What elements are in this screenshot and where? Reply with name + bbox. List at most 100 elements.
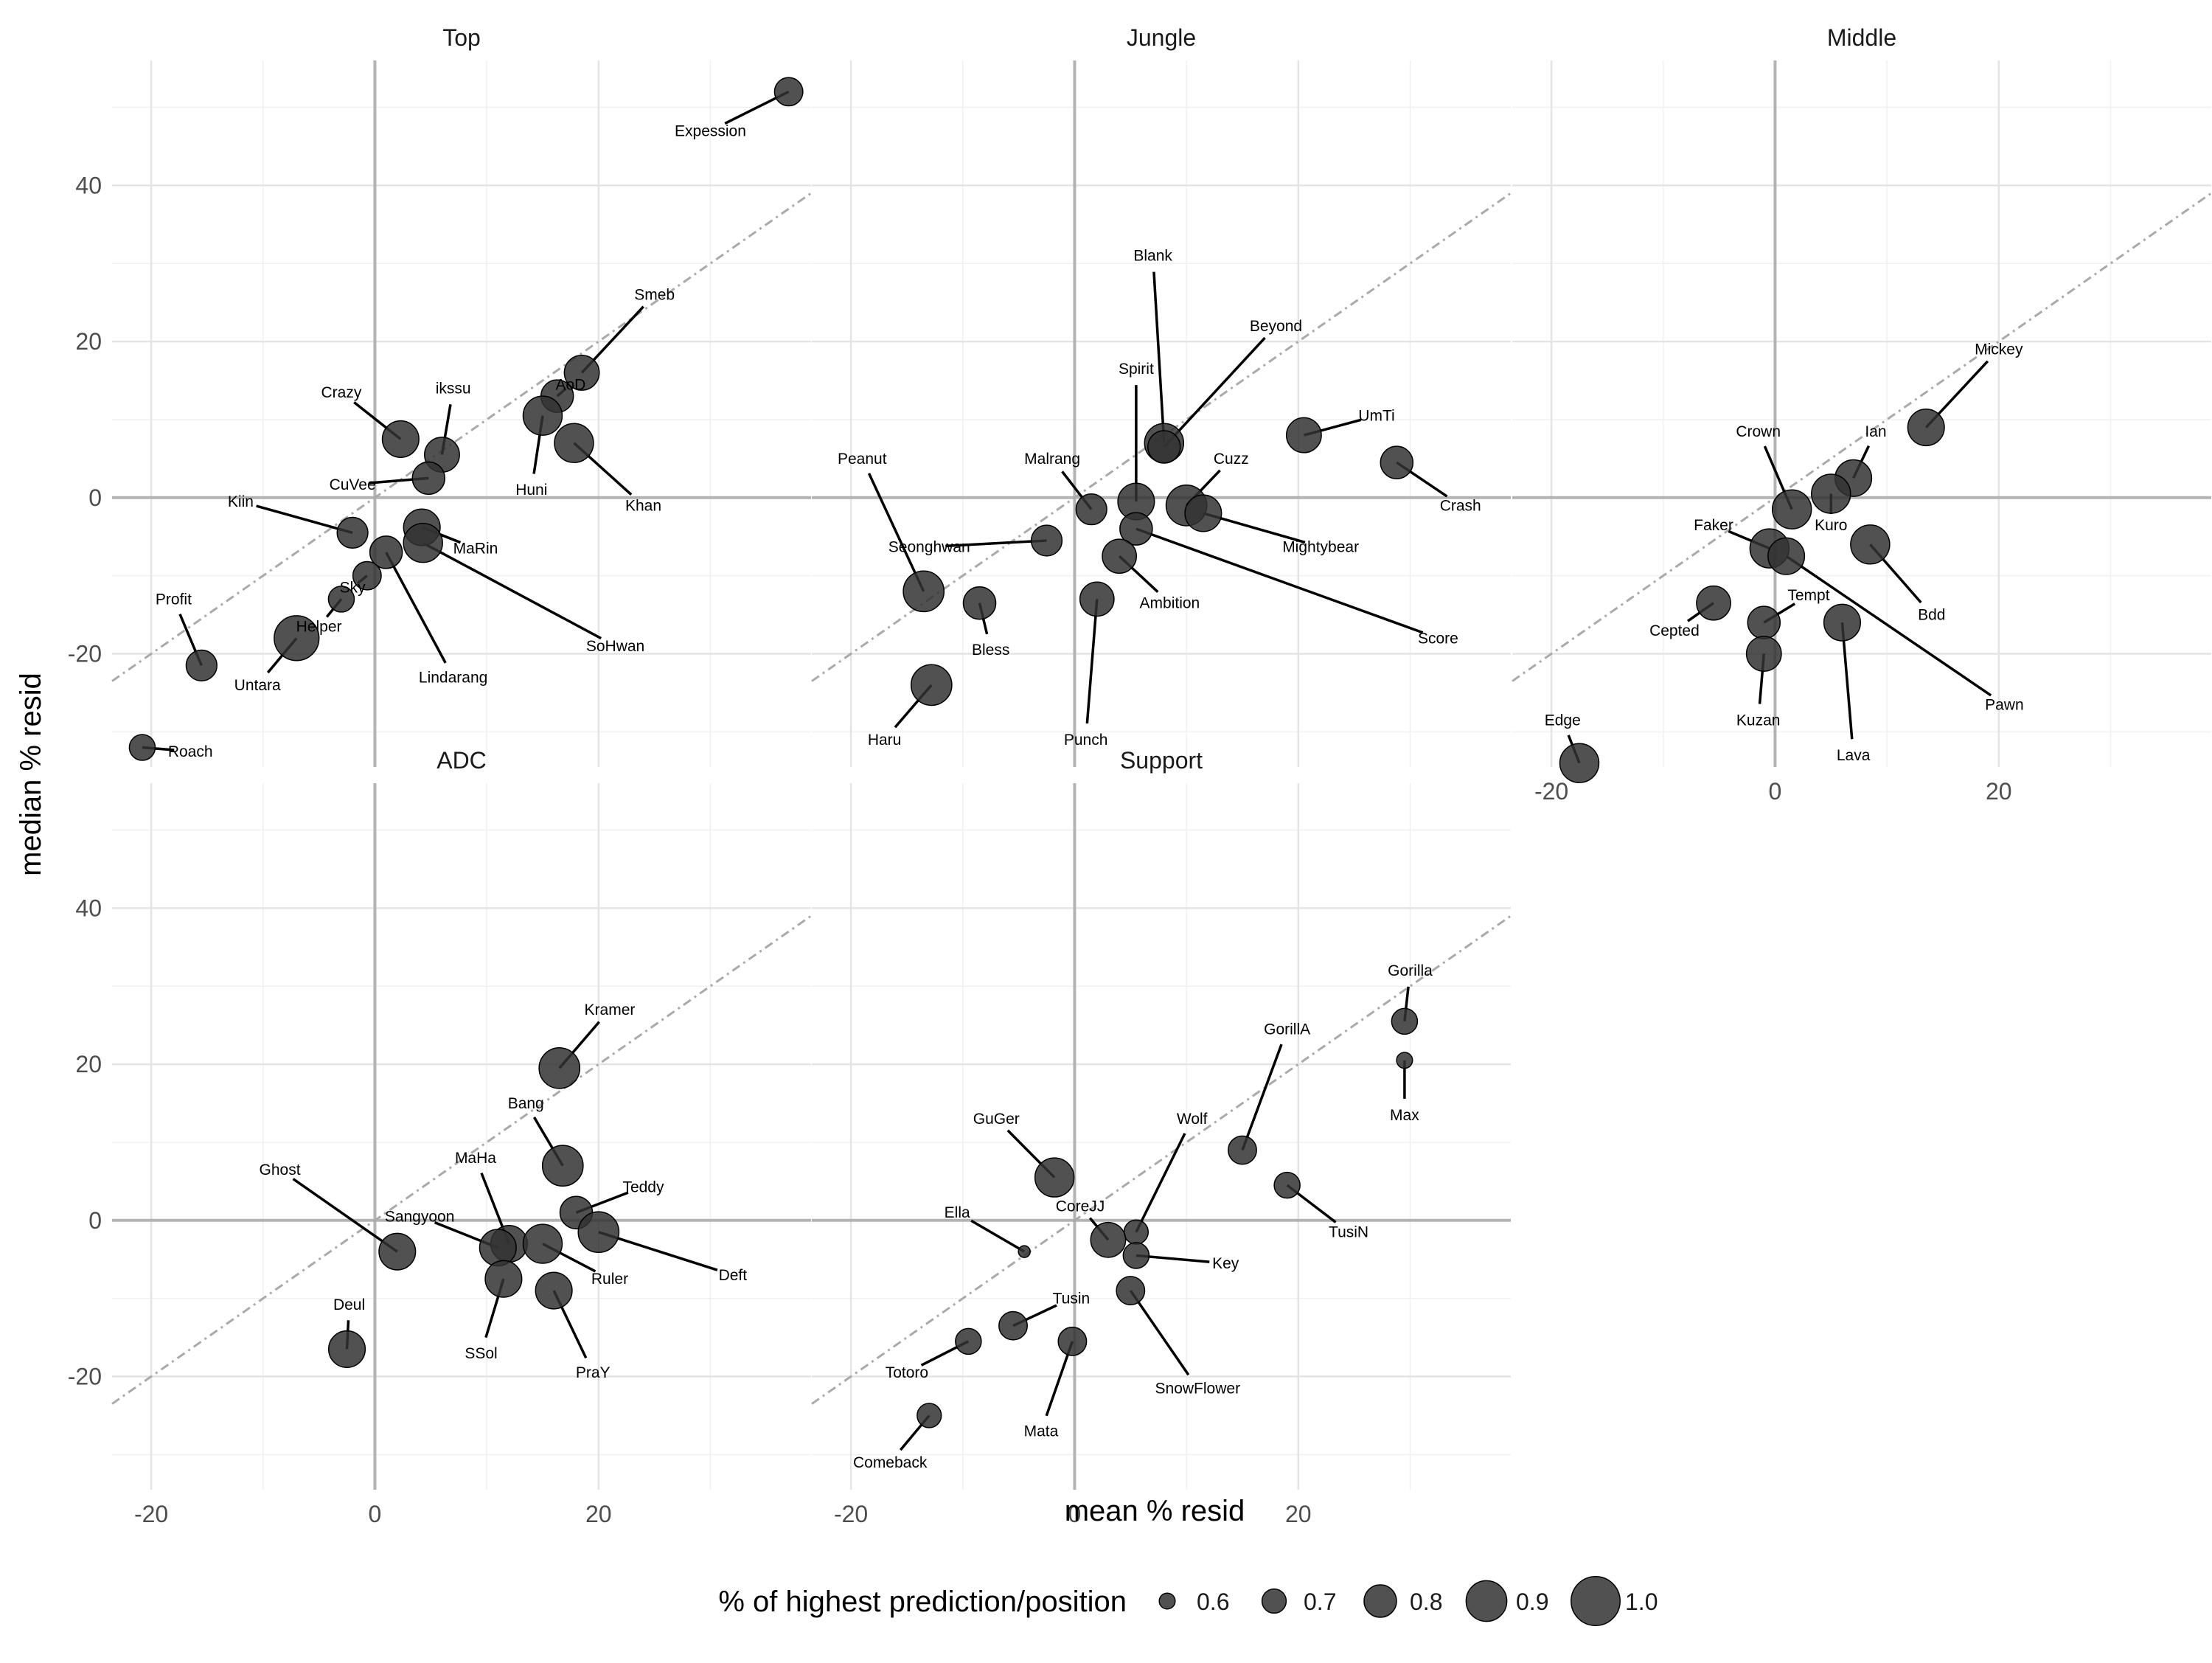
data-point-umti bbox=[1285, 417, 1322, 454]
point-label-tusin: Tusin bbox=[1053, 1291, 1091, 1308]
point-label-blank: Blank bbox=[1133, 248, 1172, 265]
label-leader-line bbox=[256, 504, 353, 535]
point-label-ambition: Ambition bbox=[1140, 595, 1200, 612]
point-label-maha: MaHa bbox=[455, 1150, 496, 1167]
point-label-sangyoon: Sangyoon bbox=[385, 1209, 455, 1226]
point-label-haru: Haru bbox=[868, 732, 902, 749]
facet-title-middle: Middle bbox=[1827, 24, 1896, 51]
data-point-deul bbox=[327, 1330, 366, 1369]
label-leader-line bbox=[1241, 1044, 1283, 1151]
identity-reference-line bbox=[111, 192, 812, 682]
point-label-cuvee: CuVee bbox=[330, 476, 376, 493]
point-label-mickey: Mickey bbox=[1975, 341, 2023, 358]
point-label-crown: Crown bbox=[1736, 423, 1781, 440]
point-label-bdd: Bdd bbox=[1918, 607, 1945, 624]
legend-key-0.6 bbox=[1158, 1592, 1176, 1610]
point-label-sky: Sky bbox=[340, 580, 366, 597]
point-label-totoro: Totoro bbox=[886, 1364, 928, 1381]
point-label-expession: Expession bbox=[675, 122, 746, 139]
legend-label-0.9: 0.9 bbox=[1516, 1589, 1548, 1615]
point-label-key: Key bbox=[1212, 1255, 1239, 1272]
point-label-beyond: Beyond bbox=[1250, 318, 1302, 335]
data-point-punch bbox=[1079, 581, 1115, 617]
x-tick-label: 20 bbox=[585, 1501, 612, 1527]
point-label-ssol: SSol bbox=[465, 1345, 497, 1362]
point-label-bless: Bless bbox=[972, 642, 1009, 659]
data-point-snowflower bbox=[1116, 1276, 1146, 1306]
legend-label-0.8: 0.8 bbox=[1410, 1589, 1442, 1615]
data-point-bdd bbox=[1850, 524, 1891, 565]
data-point-helper bbox=[327, 586, 355, 613]
legend-label-0.6: 0.6 bbox=[1197, 1589, 1229, 1615]
data-point-pray bbox=[535, 1271, 573, 1310]
point-label-spirit: Spirit bbox=[1119, 361, 1154, 378]
data-point-deft bbox=[577, 1211, 620, 1254]
point-label-untara: Untara bbox=[234, 677, 281, 694]
data-point-mata bbox=[1057, 1326, 1088, 1356]
point-label-kuro: Kuro bbox=[1815, 517, 1847, 534]
label-leader-line bbox=[385, 552, 447, 664]
point-label-crash: Crash bbox=[1440, 497, 1481, 514]
point-label-comeback: Comeback bbox=[853, 1454, 928, 1471]
point-label-huni: Huni bbox=[515, 482, 547, 499]
label-leader-line bbox=[292, 1178, 398, 1253]
point-label-tusin: TusiN bbox=[1329, 1224, 1368, 1241]
label-leader-line bbox=[867, 473, 925, 592]
y-tick-label: -20 bbox=[68, 641, 102, 667]
data-point-peanut bbox=[902, 570, 945, 613]
label-leader-line bbox=[1085, 599, 1099, 724]
point-label-tempt: Tempt bbox=[1787, 587, 1829, 604]
y-tick-label: 0 bbox=[88, 485, 102, 511]
point-label-sohwan: SoHwan bbox=[586, 638, 644, 655]
identity-reference-line bbox=[811, 914, 1512, 1405]
data-point-score bbox=[1119, 512, 1153, 546]
point-label-cepted: Cepted bbox=[1649, 622, 1700, 639]
label-leader-line bbox=[422, 541, 602, 640]
point-label-cuzz: Cuzz bbox=[1214, 451, 1249, 468]
data-point-key bbox=[1122, 1242, 1150, 1269]
point-label-mightybear: Mightybear bbox=[1282, 538, 1359, 555]
legend-key-0.7 bbox=[1261, 1588, 1287, 1614]
point-label-kuzan: Kuzan bbox=[1736, 712, 1781, 729]
facet-title-adc: ADC bbox=[437, 747, 487, 774]
data-point-roach bbox=[128, 734, 156, 761]
point-label-seonghwan: Seonghwan bbox=[888, 538, 970, 555]
data-point-sohwan bbox=[403, 522, 443, 563]
label-leader-line bbox=[1840, 622, 1854, 740]
point-label-smeb: Smeb bbox=[634, 287, 675, 304]
label-leader-line bbox=[970, 1219, 1026, 1253]
data-point-bless bbox=[962, 586, 997, 620]
identity-reference-line bbox=[111, 914, 812, 1405]
point-label-deul: Deul bbox=[333, 1296, 365, 1313]
point-label-gorilla: Gorilla bbox=[1388, 962, 1433, 979]
label-leader-line bbox=[1135, 1133, 1186, 1233]
data-point-cepted bbox=[1696, 585, 1731, 621]
legend-label-1.0: 1.0 bbox=[1625, 1589, 1658, 1615]
y-axis-title: median % resid bbox=[15, 673, 47, 876]
x-tick-label: 0 bbox=[369, 1501, 382, 1527]
data-point-ghost bbox=[378, 1232, 417, 1271]
y-tick-label: 40 bbox=[75, 172, 102, 198]
x-tick-label: -20 bbox=[834, 1501, 868, 1527]
y-tick-label: -20 bbox=[68, 1364, 102, 1390]
facet-title-support: Support bbox=[1120, 747, 1203, 774]
point-label-gorilla: GorillA bbox=[1264, 1021, 1310, 1038]
data-point-huni bbox=[522, 395, 563, 436]
data-point-cuvee bbox=[411, 461, 446, 496]
data-point-edge bbox=[1559, 743, 1600, 783]
x-tick-label: 20 bbox=[1986, 778, 2012, 805]
point-label-malrang: Malrang bbox=[1024, 451, 1080, 468]
data-point-comeback bbox=[917, 1403, 942, 1428]
data-point-haru bbox=[910, 664, 953, 706]
point-label-max: Max bbox=[1390, 1107, 1419, 1124]
data-point-bang bbox=[541, 1145, 584, 1187]
data-point-ella bbox=[1018, 1245, 1031, 1258]
data-point-corejj bbox=[1090, 1221, 1127, 1258]
data-point-tempt bbox=[1747, 605, 1781, 639]
point-label-corejj: CoreJJ bbox=[1056, 1198, 1105, 1215]
x-axis-title: mean % resid bbox=[1065, 1495, 1245, 1527]
legend-key-0.9 bbox=[1465, 1580, 1508, 1622]
point-label-punch: Punch bbox=[1064, 732, 1108, 749]
data-point-kramer bbox=[538, 1047, 581, 1089]
point-label-teddy: Teddy bbox=[622, 1178, 664, 1195]
